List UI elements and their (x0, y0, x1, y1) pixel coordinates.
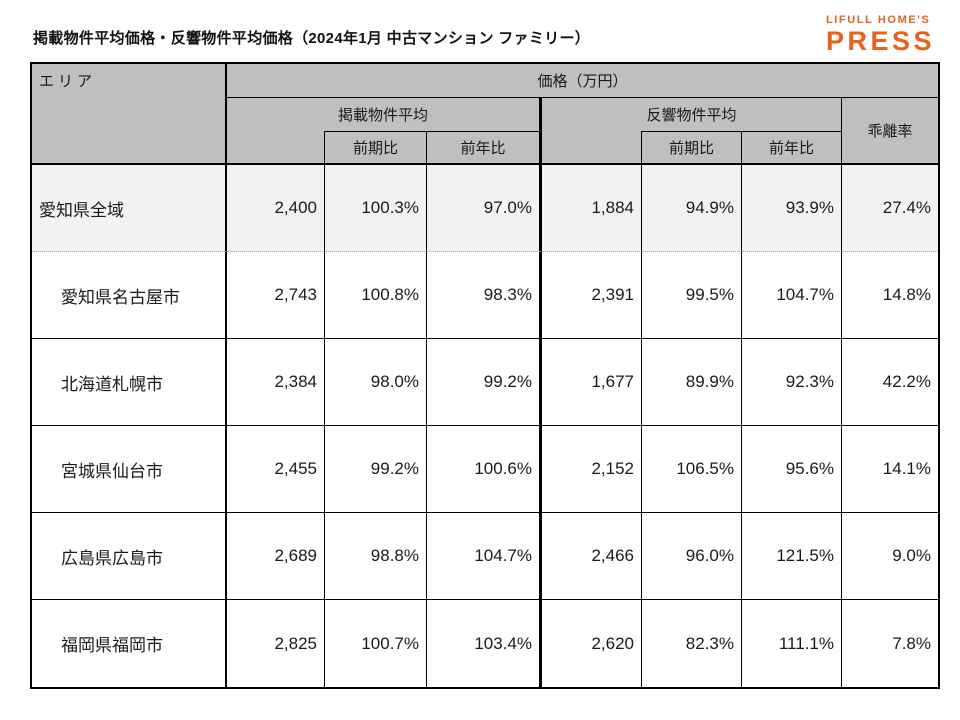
table-row-sendai: 宮城県仙台市 2,455 99.2% 100.6% 2,152 106.5% 9… (32, 426, 938, 513)
listed-price-cell: 2,825 (227, 600, 325, 687)
header-price-unit: 価格（万円） (227, 64, 938, 98)
response-price-cell: 1,677 (542, 339, 642, 426)
response-price-cell: 2,152 (542, 426, 642, 513)
response-prev-year-cell: 93.9% (742, 165, 842, 252)
page-title: 掲載物件平均価格・反響物件平均価格（2024年1月 中古マンション ファミリー） (33, 30, 591, 47)
listed-price-cell: 2,689 (227, 513, 325, 600)
response-prev-year-cell: 95.6% (742, 426, 842, 513)
listed-prev-period-cell: 100.8% (325, 252, 427, 339)
response-price-cell: 2,466 (542, 513, 642, 600)
response-prev-period-cell: 94.9% (642, 165, 742, 252)
response-prev-period-cell: 82.3% (642, 600, 742, 687)
listed-price-cell: 2,384 (227, 339, 325, 426)
divergence-cell: 9.0% (842, 513, 938, 600)
lifull-homes-press-logo: LIFULL HOME'S PRESS (826, 14, 935, 55)
response-price-cell: 2,391 (542, 252, 642, 339)
header-area: エリア (32, 64, 227, 165)
divergence-cell: 42.2% (842, 339, 938, 426)
listed-prev-period-cell: 98.8% (325, 513, 427, 600)
listed-prev-year-cell: 99.2% (427, 339, 542, 426)
response-prev-period-cell: 106.5% (642, 426, 742, 513)
table-row-hiroshima: 広島県広島市 2,689 98.8% 104.7% 2,466 96.0% 12… (32, 513, 938, 600)
header-listed-prev-period: 前期比 (325, 131, 427, 165)
listed-prev-period-cell: 99.2% (325, 426, 427, 513)
response-price-cell: 1,884 (542, 165, 642, 252)
listed-prev-period-cell: 100.3% (325, 165, 427, 252)
logo-press-text: PRESS (825, 26, 935, 57)
listed-price-cell: 2,455 (227, 426, 325, 513)
listed-prev-year-cell: 97.0% (427, 165, 542, 252)
header-row-sub: 前期比 前年比 前期比 前年比 (32, 131, 938, 165)
table-row-nagoya: 愛知県名古屋市 2,743 100.8% 98.3% 2,391 99.5% 1… (32, 252, 938, 339)
table-row-aichi-zen: 愛知県全域 2,400 100.3% 97.0% 1,884 94.9% 93.… (32, 165, 938, 252)
divergence-cell: 14.8% (842, 252, 938, 339)
listed-prev-period-cell: 98.0% (325, 339, 427, 426)
header-response-prev-year: 前年比 (742, 131, 842, 165)
listed-prev-year-cell: 98.3% (427, 252, 542, 339)
response-prev-year-cell: 111.1% (742, 600, 842, 687)
response-prev-year-cell: 104.7% (742, 252, 842, 339)
table-row-sapporo: 北海道札幌市 2,384 98.0% 99.2% 1,677 89.9% 92.… (32, 339, 938, 426)
header-divergence-rate: 乖離率 (842, 98, 938, 165)
response-prev-period-cell: 89.9% (642, 339, 742, 426)
header-row-groups: 掲載物件平均 反響物件平均 乖離率 (32, 98, 938, 165)
response-prev-period-cell: 96.0% (642, 513, 742, 600)
header-response-price-blank (542, 131, 642, 165)
header-response-average: 反響物件平均 (542, 98, 842, 131)
listed-price-cell: 2,743 (227, 252, 325, 339)
table-row-fukuoka: 福岡県福岡市 2,825 100.7% 103.4% 2,620 82.3% 1… (32, 600, 938, 687)
response-prev-period-cell: 99.5% (642, 252, 742, 339)
listed-prev-year-cell: 103.4% (427, 600, 542, 687)
header-listed-price-blank (227, 131, 325, 165)
area-cell: 愛知県名古屋市 (32, 252, 227, 339)
area-cell: 愛知県全域 (32, 165, 227, 252)
response-prev-year-cell: 92.3% (742, 339, 842, 426)
area-cell: 北海道札幌市 (32, 339, 227, 426)
header-response-prev-period: 前期比 (642, 131, 742, 165)
listed-prev-year-cell: 100.6% (427, 426, 542, 513)
price-table: エリア 価格（万円） 掲載物件平均 反響物件平均 乖離率 前期比 前年比 前期比… (30, 62, 940, 689)
header-listed-prev-year: 前年比 (427, 131, 542, 165)
divergence-cell: 7.8% (842, 600, 938, 687)
divergence-cell: 14.1% (842, 426, 938, 513)
header-listed-average: 掲載物件平均 (227, 98, 542, 131)
listed-prev-year-cell: 104.7% (427, 513, 542, 600)
response-price-cell: 2,620 (542, 600, 642, 687)
area-cell: 福岡県福岡市 (32, 600, 227, 687)
price-table-container: エリア 価格（万円） 掲載物件平均 反響物件平均 乖離率 前期比 前年比 前期比… (30, 62, 940, 689)
listed-price-cell: 2,400 (227, 165, 325, 252)
header-row-price-unit: エリア 価格（万円） (32, 64, 938, 165)
listed-prev-period-cell: 100.7% (325, 600, 427, 687)
response-prev-year-cell: 121.5% (742, 513, 842, 600)
area-cell: 宮城県仙台市 (32, 426, 227, 513)
divergence-cell: 27.4% (842, 165, 938, 252)
logo-lifull-homes-text: LIFULL HOME'S (825, 14, 931, 26)
area-cell: 広島県広島市 (32, 513, 227, 600)
